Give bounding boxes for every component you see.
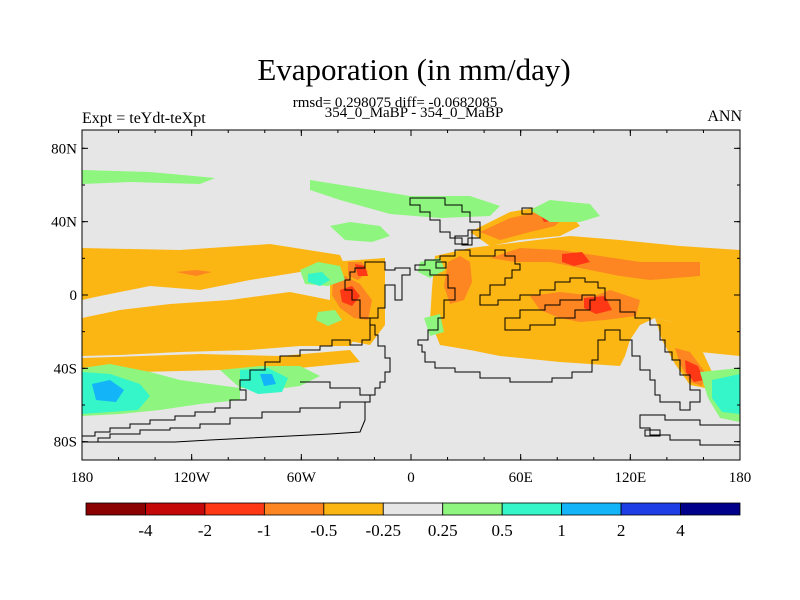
colorbar-swatch <box>501 502 563 516</box>
colorbar-label: 2 <box>617 521 626 540</box>
x-tick-label: 180 <box>71 470 94 486</box>
colorbar-swatch <box>382 502 444 516</box>
colorbar-swatch <box>85 502 146 516</box>
x-tick-label: 60E <box>509 470 533 486</box>
colorbar-swatch <box>620 502 681 516</box>
colorbar-label: -1 <box>257 521 271 540</box>
y-tick-label: 40N <box>51 215 77 231</box>
contour-fills <box>82 170 740 422</box>
y-tick-label: 80S <box>54 435 77 451</box>
colorbar-label: -4 <box>138 521 153 540</box>
y-tick-label: 0 <box>70 288 78 304</box>
colorbar-label: -2 <box>198 521 212 540</box>
colorbar: -4 -2 -1 -0.5 -0.25 0.25 0.5 1 2 4 <box>85 502 741 540</box>
colorbar-label: -0.5 <box>310 521 337 540</box>
x-axis: 180 120W 60W 0 60E 120E 180 <box>71 130 752 486</box>
x-tick-label: 180 <box>729 470 752 486</box>
x-tick-label: 120W <box>173 470 211 486</box>
colorbar-swatch <box>263 502 325 516</box>
colorbar-swatch <box>323 502 384 516</box>
colorbar-label: 0.25 <box>428 521 458 540</box>
y-tick-label: 80N <box>51 141 77 157</box>
stats-subtitle: rmsd= 0.298075 diff= -0.0682085 <box>292 95 498 111</box>
x-tick-label: 0 <box>407 470 415 486</box>
colorbar-swatch <box>561 502 622 516</box>
colorbar-swatch <box>442 502 503 516</box>
x-tick-label: 120E <box>614 470 646 486</box>
colorbar-swatch <box>145 502 206 516</box>
colorbar-label: 1 <box>557 521 566 540</box>
periods-subtitle: 354_0_MaBP - 354_0_MaBP <box>324 105 504 121</box>
y-tick-label: 40S <box>54 361 77 377</box>
y-axis: 80N 40N 0 40S 80S <box>51 141 740 451</box>
colorbar-swatch <box>204 502 265 516</box>
x-tick-label: 60W <box>287 470 317 486</box>
map-title: Evaporation (in mm/day) <box>257 52 571 87</box>
contour-pos-1 <box>92 374 276 402</box>
colorbar-label: 0.5 <box>492 521 513 540</box>
experiment-label: Expt = teYdt-teXpt <box>82 110 206 127</box>
season-label: ANN <box>707 108 742 125</box>
colorbar-label: 4 <box>676 521 685 540</box>
colorbar-swatch <box>680 502 741 516</box>
colorbar-label: -0.25 <box>366 521 401 540</box>
coastline-outlines <box>82 197 740 446</box>
